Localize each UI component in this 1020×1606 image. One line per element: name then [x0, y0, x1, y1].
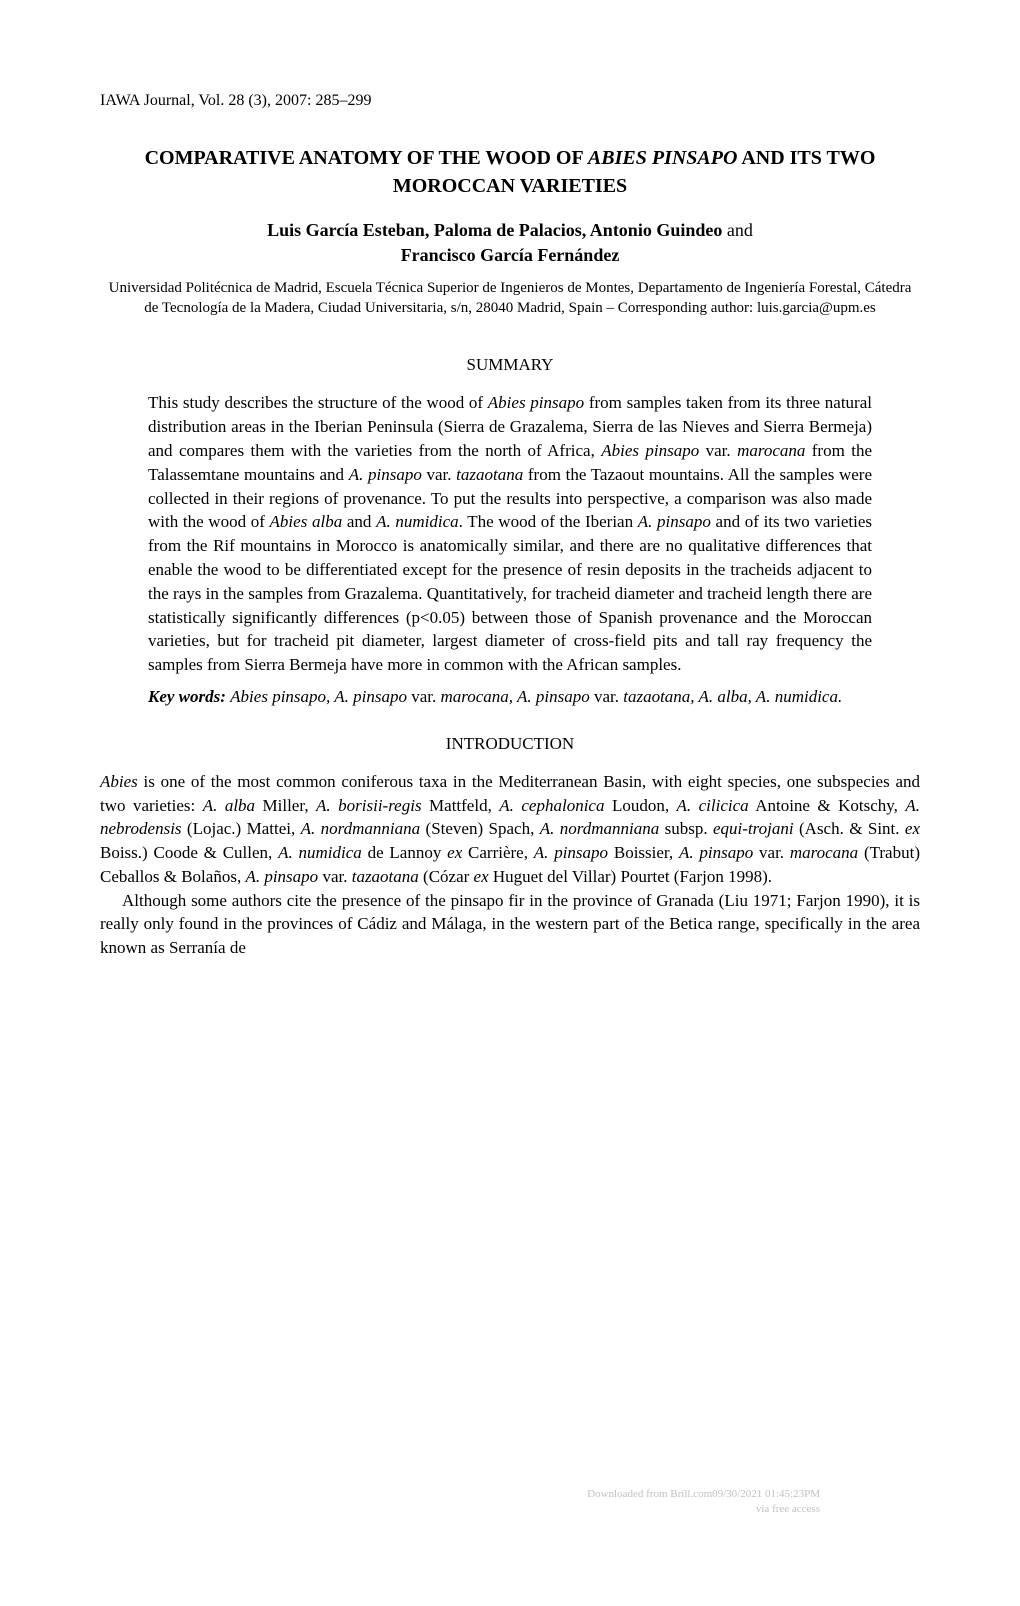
p1-t12: Carrière, — [462, 843, 534, 862]
affiliation: Universidad Politécnica de Madrid, Escue… — [100, 278, 920, 319]
p1-i13: A. pinsapo — [534, 843, 608, 862]
summary-text: This study describes the structure of th… — [148, 391, 872, 677]
summary-t3: var. — [699, 441, 737, 460]
p1-i1: Abies — [100, 772, 138, 791]
summary-i4: A. pinsapo — [349, 465, 422, 484]
p1-t4: Loudon, — [604, 796, 676, 815]
p1-i4: A. cephalonica — [499, 796, 604, 815]
summary-t7: and — [342, 512, 376, 531]
kw-t3: var. — [594, 687, 623, 706]
summary-i5: tazaotana — [456, 465, 523, 484]
p1-t9: (Asch. & Sint. — [794, 819, 905, 838]
download-watermark: Downloaded from Brill.com09/30/2021 01:4… — [587, 1487, 820, 1516]
authors-line-1: Luis García Esteban, Paloma de Palacios,… — [267, 220, 727, 240]
summary-i3: marocana — [737, 441, 805, 460]
summary-i7: A. numidica — [376, 512, 459, 531]
summary-t8: . The wood of the Iberian — [459, 512, 638, 531]
authors-line-2: Francisco García Fernández — [401, 245, 620, 265]
summary-i8: A. pinsapo — [638, 512, 711, 531]
intro-heading: INTRODUCTION — [100, 733, 920, 756]
authors-and: and — [727, 220, 753, 240]
summary-t5: var. — [422, 465, 456, 484]
p1-i10: ex — [905, 819, 920, 838]
p1-t5: Antoine & Kotschy, — [749, 796, 906, 815]
p1-t14: var. — [753, 843, 790, 862]
title-part-1: COMPARATIVE ANATOMY OF THE WOOD OF — [145, 147, 588, 169]
p1-i3: A. borisii-regis — [316, 796, 422, 815]
intro-paragraph-1: Abies is one of the most common conifero… — [100, 770, 920, 889]
p1-t13: Boissier, — [608, 843, 679, 862]
watermark-line-1: Downloaded from Brill.com09/30/2021 01:4… — [587, 1488, 820, 1500]
p1-i14: A. pinsapo — [679, 843, 753, 862]
p1-t11: de Lannoy — [362, 843, 447, 862]
p1-i18: ex — [474, 867, 489, 886]
keywords-label: Key words: — [148, 687, 226, 706]
p1-i16: A. pinsapo — [245, 867, 318, 886]
keywords: Key words: Abies pinsapo, A. pinsapo var… — [148, 685, 872, 709]
summary-i6: Abies alba — [270, 512, 343, 531]
kw-i1: Abies pinsapo, A. pinsapo — [230, 687, 411, 706]
p1-i15: marocana — [790, 843, 858, 862]
p1-t2: Miller, — [255, 796, 316, 815]
p1-i9: equi-trojani — [713, 819, 794, 838]
kw-i3: tazaotana, A. alba, A. numidica. — [623, 687, 842, 706]
summary-block: This study describes the structure of th… — [100, 391, 920, 708]
p1-i11: A. numidica — [278, 843, 362, 862]
article-title: COMPARATIVE ANATOMY OF THE WOOD OF ABIES… — [100, 144, 920, 200]
summary-i1: Abies pinsapo — [488, 393, 584, 412]
summary-heading: SUMMARY — [100, 354, 920, 377]
p1-i7: A. nordmanniana — [301, 819, 421, 838]
p1-t3: Mattfeld, — [422, 796, 500, 815]
kw-t2: var. — [411, 687, 440, 706]
p1-t8: subsp. — [659, 819, 713, 838]
title-italic: ABIES PINSAPO — [588, 147, 738, 169]
p1-t7: (Steven) Spach, — [420, 819, 540, 838]
p1-t6: (Lojac.) Mattei, — [182, 819, 301, 838]
p1-t17: (Cózar — [419, 867, 474, 886]
p1-t16: var. — [318, 867, 352, 886]
p1-t18: Huguet del Villar) Pourtet (Farjon 1998)… — [489, 867, 772, 886]
kw-i2: marocana, A. pinsapo — [440, 687, 593, 706]
watermark-line-2: via free access — [756, 1503, 820, 1515]
intro-paragraph-2: Although some authors cite the presence … — [100, 889, 920, 960]
summary-i2: Abies pinsapo — [601, 441, 699, 460]
summary-t1: This study describes the structure of th… — [148, 393, 488, 412]
authors: Luis García Esteban, Paloma de Palacios,… — [100, 218, 920, 268]
p1-i8: A. nordmanniana — [540, 819, 660, 838]
p1-i17: tazaotana — [352, 867, 419, 886]
p1-i2: A. alba — [203, 796, 255, 815]
journal-header: IAWA Journal, Vol. 28 (3), 2007: 285–299 — [100, 90, 920, 112]
p1-t10: Boiss.) Coode & Cullen, — [100, 843, 278, 862]
p1-i12: ex — [447, 843, 462, 862]
summary-t9: and of its two varieties from the Rif mo… — [148, 512, 872, 674]
p1-i5: A. cilicica — [677, 796, 749, 815]
